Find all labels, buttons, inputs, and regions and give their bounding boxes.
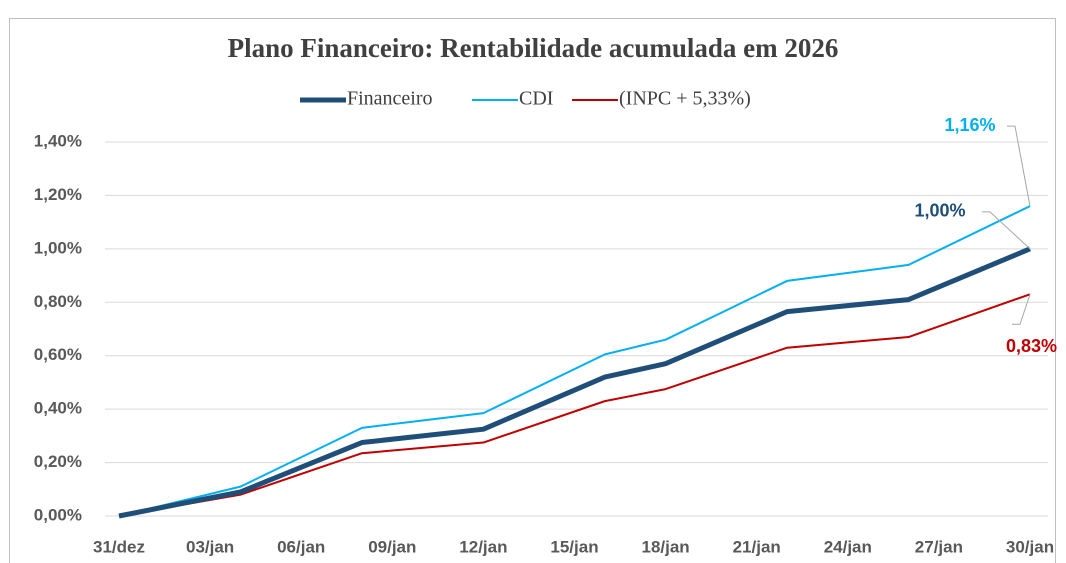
series-line (118, 246, 1031, 519)
x-tick-label: 30/jan (1006, 537, 1054, 556)
y-tick-label: 0,40% (34, 399, 82, 418)
leader-line (1007, 125, 1031, 207)
x-tick-label: 15/jan (550, 537, 598, 556)
x-tick-label: 03/jan (186, 537, 234, 556)
x-tick-label: 21/jan (733, 537, 781, 556)
data-label: 1,00% (914, 201, 965, 221)
legend-label: (INPC + 5,33%) (619, 88, 751, 110)
leader-line (982, 211, 1031, 250)
data-label: 1,16% (944, 115, 995, 135)
x-tick-label: 31/dez (93, 537, 145, 556)
x-tick-label: 09/jan (368, 537, 416, 556)
y-tick-label: 1,40% (34, 131, 82, 150)
series-line (118, 205, 1031, 517)
x-tick-label: 24/jan (824, 537, 872, 556)
y-tick-label: 1,00% (34, 238, 82, 257)
x-tick-label: 12/jan (459, 537, 507, 556)
x-tick-label: 06/jan (277, 537, 325, 556)
y-tick-label: 0,60% (34, 345, 82, 364)
legend-label: CDI (519, 88, 553, 110)
chart-title: Plano Financeiro: Rentabilidade acumulad… (228, 33, 839, 63)
y-tick-label: 0,00% (34, 505, 82, 524)
y-tick-label: 0,80% (34, 292, 82, 311)
y-tick-label: 1,20% (34, 185, 82, 204)
chart-border (9, 18, 1056, 563)
legend-label: Financeiro (347, 88, 433, 110)
x-tick-label: 27/jan (915, 537, 963, 556)
leader-line (1012, 294, 1031, 325)
x-tick-label: 18/jan (641, 537, 689, 556)
y-tick-label: 0,20% (34, 452, 82, 471)
data-label: 0,83% (1006, 336, 1057, 356)
